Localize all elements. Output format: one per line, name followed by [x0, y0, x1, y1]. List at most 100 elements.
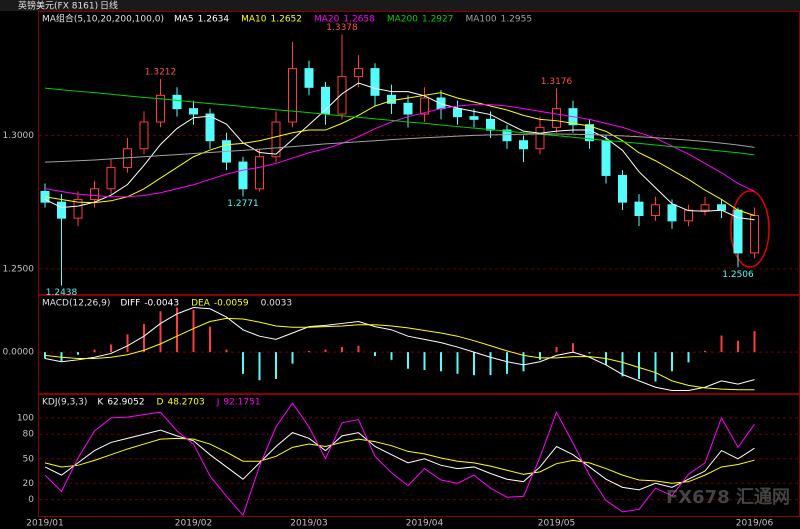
candle-body [585, 124, 594, 142]
macd-bar [522, 352, 525, 372]
y-tick-label: 1.2500 [3, 264, 35, 274]
y-tick-label: 100 [17, 413, 34, 423]
candle-body [370, 68, 380, 96]
price-annotation: 1.2771 [227, 199, 259, 209]
candle-body [139, 121, 149, 150]
macd-bar [93, 349, 96, 353]
legend-value: 1.2652 [271, 15, 303, 25]
macd-bar [506, 352, 508, 374]
legend-name: DEA [191, 299, 211, 309]
candle-body [519, 140, 528, 150]
price-annotation: 1.3176 [541, 77, 573, 87]
macd-bar [110, 344, 112, 353]
symbol: 英镑美元(FX 8161) [18, 0, 98, 12]
macd-bar [588, 352, 591, 354]
candle-body [189, 108, 198, 115]
macd-bar [473, 352, 475, 376]
legend-name: MA20 [314, 15, 340, 25]
candle-body [684, 209, 693, 222]
macd-bar [407, 352, 409, 369]
candle-body [552, 108, 561, 128]
y-tick-label: 50 [23, 454, 35, 464]
candle-body [354, 68, 363, 78]
x-tick-label: 2019/05 [538, 519, 575, 529]
y-tick-label: 80 [23, 430, 35, 440]
macd-bar [275, 352, 277, 379]
macd-bar [291, 352, 294, 364]
header-bar [0, 0, 800, 11]
macd-bar [572, 343, 574, 353]
candle-body [453, 108, 462, 118]
macd-bar [192, 310, 195, 353]
series-line [44, 82, 755, 221]
y-tick-label: 20 [23, 479, 35, 489]
y-tick-label: 0.0000 [3, 348, 35, 358]
candle-body [403, 102, 413, 115]
macd-bar [225, 349, 228, 353]
macd-bar [687, 352, 690, 363]
legend-value: 0.0033 [261, 299, 293, 309]
macd-bar [77, 352, 79, 355]
macd-bar [638, 352, 640, 379]
macd-bar [704, 350, 706, 353]
macd-bar [423, 352, 426, 371]
macd-bar [539, 352, 541, 360]
y-tick-label: 0 [28, 495, 34, 505]
macd-bar [390, 352, 393, 360]
candle-body [255, 156, 264, 190]
macd-bar [753, 331, 756, 353]
candle-body [618, 174, 627, 203]
x-tick-label: 2019/06 [736, 519, 774, 529]
candle-body [700, 204, 710, 211]
macd-bar [159, 311, 162, 353]
candle-body [271, 121, 281, 158]
legend-name: K [97, 398, 104, 408]
x-tick-label: 2019/03 [290, 519, 327, 529]
candle-body [750, 214, 759, 254]
macd-bar [60, 352, 63, 362]
candle-body [502, 129, 512, 142]
x-tick-label: 2019/02 [175, 519, 212, 529]
legend-value: 1.2634 [198, 15, 230, 25]
candle-body [535, 126, 545, 150]
legend-name: J [216, 398, 220, 408]
macd-bar [440, 352, 442, 372]
candle-body [667, 204, 677, 222]
legend-name: D [157, 398, 164, 408]
candle-body [172, 94, 182, 110]
watermark: FX678 汇通网 [666, 487, 790, 508]
macd-bar [324, 349, 327, 353]
legend-name: MA10 [241, 15, 267, 25]
price-annotation: 1.3212 [145, 67, 177, 77]
macd-bar [126, 334, 129, 353]
candle-body [73, 198, 83, 219]
candle-body [156, 94, 165, 123]
series-line [44, 87, 755, 156]
series-line [44, 92, 755, 216]
price-annotation: 1.2438 [46, 288, 78, 298]
legend-value: -0.0059 [214, 299, 249, 309]
candle-body [57, 201, 66, 219]
candle-body [387, 94, 396, 104]
macd-bar [357, 345, 360, 353]
candle-body [288, 68, 297, 123]
legend-value: 62.9052 [107, 398, 144, 408]
candle-body [90, 188, 99, 200]
legend-value: 1.2927 [422, 15, 454, 25]
candle-body [205, 113, 215, 142]
candle-body [601, 140, 611, 176]
legend-value: 48.2703 [167, 398, 204, 408]
macd-bar [456, 352, 459, 374]
macd-bar [176, 307, 178, 353]
candle-body [420, 97, 429, 115]
candle-body [304, 68, 314, 88]
price-annotation: 1.3378 [326, 23, 358, 33]
y-tick-label: 1.3000 [3, 131, 35, 141]
macd-bar [308, 350, 310, 353]
candle-body [337, 76, 347, 115]
macd-bar [258, 352, 261, 381]
macd-bar [143, 324, 145, 353]
legend-value: 1.2658 [343, 15, 375, 25]
macd-bar [737, 340, 739, 353]
